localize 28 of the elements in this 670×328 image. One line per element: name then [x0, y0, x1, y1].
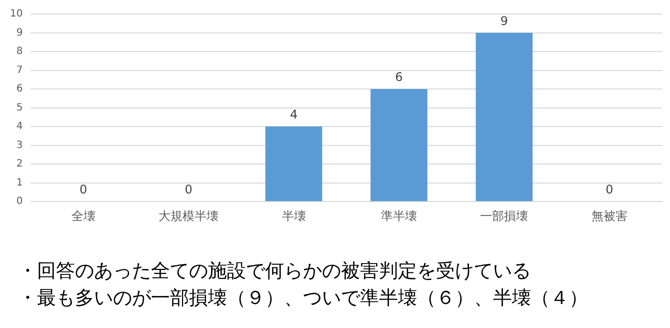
- y-tick-label: 7: [16, 64, 23, 76]
- data-label: 9: [500, 14, 508, 28]
- x-tick-label: 大規模半壊: [158, 208, 219, 223]
- y-tick-label: 5: [16, 102, 23, 114]
- y-tick-label: 2: [16, 158, 23, 170]
- y-tick-label: 1: [16, 177, 23, 188]
- y-tick-label: 8: [16, 46, 23, 58]
- bar: [476, 32, 533, 202]
- x-tick-label: 全壊: [71, 208, 96, 223]
- bar: [370, 89, 428, 202]
- y-tick-label: 10: [10, 8, 23, 20]
- text: ・最も多いのが一部損壊（９）、ついで準半壊（６）、半壊（４）: [18, 286, 588, 311]
- y-tick-label: 0: [16, 196, 23, 208]
- data-label: 0: [80, 182, 88, 197]
- bar: [265, 126, 322, 202]
- y-tick-label: 9: [16, 27, 23, 38]
- y-tick-label: 6: [16, 84, 23, 95]
- x-tick-label: 一部損壊: [480, 208, 528, 223]
- y-tick-label: 3: [16, 140, 23, 151]
- x-tick-label: 準半壊: [380, 208, 417, 223]
- x-tick-label: 無被害: [591, 208, 628, 223]
- x-tick-label: 半壊: [282, 208, 306, 223]
- text: ・回答のあった全ての施設で何らかの被害判定を受けている: [18, 259, 532, 284]
- data-label: 6: [395, 70, 403, 84]
- data-label: 4: [290, 108, 298, 122]
- data-label: 0: [606, 182, 614, 197]
- y-tick-label: 4: [16, 121, 23, 132]
- data-label: 0: [184, 182, 192, 197]
